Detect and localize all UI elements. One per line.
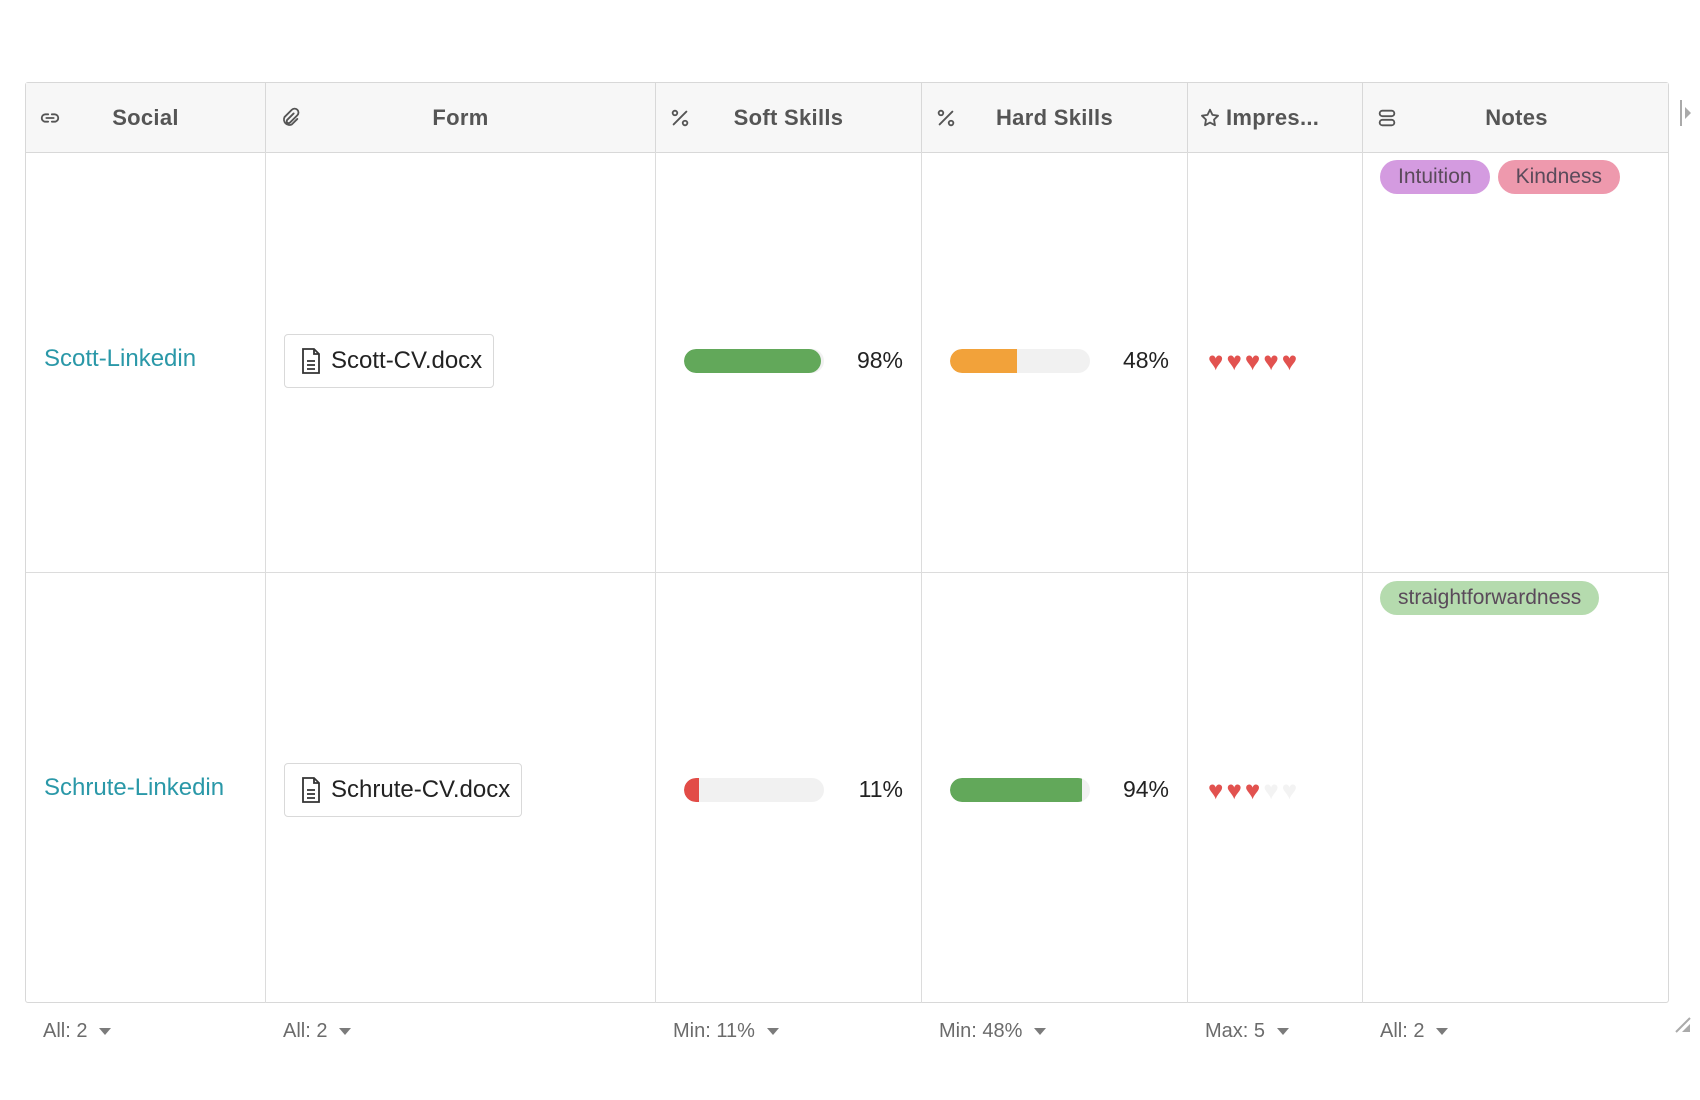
column-title: Soft Skills — [733, 104, 844, 130]
hard-skills-value: 48% — [1122, 347, 1169, 373]
file-attachment[interactable]: Scott-CV.docx — [284, 334, 495, 388]
aggregate-label: All: 2 — [1380, 1020, 1425, 1042]
social-cell[interactable]: Scott-Linkedin — [26, 152, 266, 572]
social-link[interactable]: Schrute-Linkedin — [44, 774, 225, 801]
soft-skills-value: 98% — [856, 347, 903, 373]
social-cell[interactable]: Schrute-Linkedin — [26, 573, 266, 1003]
footer-aggregate-soft-skills[interactable]: Min: 11% — [673, 1020, 779, 1043]
heart-icon[interactable]: ♥ — [1226, 775, 1242, 805]
aggregate-label: All: 2 — [43, 1020, 88, 1042]
column-header-notes[interactable]: Notes — [1363, 83, 1670, 152]
notes-cell[interactable]: straightforwardness — [1363, 573, 1670, 1003]
heart-icon[interactable]: ♥ — [1226, 346, 1242, 376]
soft-skills-progress-bar — [684, 349, 824, 373]
tags-icon — [1375, 106, 1399, 130]
column-title: Hard Skills — [995, 104, 1114, 130]
notes-cell[interactable]: Intuition Kindness — [1363, 152, 1670, 572]
aggregate-label: Min: 11% — [673, 1020, 755, 1042]
notes-tags: straightforwardness — [1380, 581, 1600, 615]
note-tag[interactable]: Intuition — [1380, 160, 1490, 194]
document-icon — [302, 777, 320, 803]
column-title: Impres... — [1226, 104, 1320, 130]
table-header: Social Form Soft Skills — [26, 83, 1668, 153]
soft-skills-value: 11% — [858, 776, 903, 802]
heart-icon[interactable]: ♥ — [1281, 775, 1298, 805]
chevron-down-icon — [99, 1028, 112, 1035]
column-title: Notes — [1485, 104, 1548, 130]
column-header-social[interactable]: Social — [26, 83, 266, 152]
heart-icon[interactable]: ♥ — [1244, 775, 1261, 805]
star-icon — [1198, 106, 1222, 130]
aggregate-label: Max: 5 — [1205, 1020, 1266, 1042]
percent-icon — [668, 106, 692, 130]
impression-rating[interactable]: ♥ ♥ ♥ ♥ ♥ — [1208, 348, 1297, 374]
notes-tags: Intuition Kindness — [1380, 160, 1620, 194]
impression-rating[interactable]: ♥ ♥ ♥ ♥ ♥ — [1208, 777, 1297, 803]
soft-skills-cell[interactable]: 11% — [656, 573, 922, 1003]
progress-fill — [950, 349, 1018, 373]
aggregate-label: Min: 48% — [939, 1020, 1023, 1042]
chevron-down-icon — [1436, 1028, 1449, 1035]
progress-fill — [684, 349, 822, 373]
link-icon — [38, 106, 62, 130]
file-name: Schrute-CV.docx — [331, 776, 511, 803]
footer-aggregate-hard-skills[interactable]: Min: 48% — [939, 1020, 1047, 1043]
expand-panel-icon[interactable] — [1679, 98, 1693, 128]
column-header-impression[interactable]: Impres... — [1188, 83, 1363, 152]
footer-aggregate-impression[interactable]: Max: 5 — [1205, 1020, 1290, 1043]
percent-icon — [934, 106, 958, 130]
column-title: Social — [112, 104, 179, 130]
hard-skills-progress-bar — [950, 778, 1090, 802]
hard-skills-progress-bar — [950, 349, 1090, 373]
footer-aggregate-form[interactable]: All: 2 — [283, 1020, 352, 1043]
chevron-down-icon — [766, 1028, 779, 1035]
table-row: Schrute-Linkedin Schrute-CV.docx 11% 94%… — [26, 573, 1668, 1003]
social-link[interactable]: Scott-Linkedin — [44, 345, 197, 372]
note-tag[interactable]: straightforwardness — [1380, 581, 1600, 615]
document-icon — [302, 348, 320, 374]
file-attachment[interactable]: Schrute-CV.docx — [284, 763, 523, 817]
heart-icon[interactable]: ♥ — [1244, 346, 1261, 376]
soft-skills-cell[interactable]: 98% — [656, 152, 922, 572]
chevron-down-icon — [1034, 1028, 1047, 1035]
form-cell[interactable]: Scott-CV.docx — [266, 152, 656, 572]
progress-fill — [950, 778, 1082, 802]
column-title: Form — [432, 104, 489, 130]
form-cell[interactable]: Schrute-CV.docx — [266, 573, 656, 1003]
footer-aggregate-social[interactable]: All: 2 — [43, 1020, 112, 1043]
chevron-down-icon — [339, 1028, 352, 1035]
heart-icon[interactable]: ♥ — [1263, 346, 1279, 376]
aggregate-label: All: 2 — [283, 1020, 328, 1042]
file-name: Scott-CV.docx — [331, 347, 483, 374]
data-table: Social Form Soft Skills — [25, 82, 1669, 1003]
impression-cell[interactable]: ♥ ♥ ♥ ♥ ♥ — [1188, 573, 1363, 1003]
column-header-hard-skills[interactable]: Hard Skills — [922, 83, 1188, 152]
impression-cell[interactable]: ♥ ♥ ♥ ♥ ♥ — [1188, 152, 1363, 572]
heart-icon[interactable]: ♥ — [1263, 775, 1279, 805]
column-header-form[interactable]: Form — [266, 83, 656, 152]
footer-aggregate-notes[interactable]: All: 2 — [1380, 1020, 1449, 1043]
table-footer: All: 2 All: 2 Min: 11% Min: 48% Max: 5 A… — [25, 1020, 1669, 1056]
resize-handle-icon[interactable] — [1672, 1014, 1692, 1034]
heart-icon[interactable]: ♥ — [1208, 346, 1224, 376]
hard-skills-value: 94% — [1122, 776, 1169, 802]
table-row: Scott-Linkedin Scott-CV.docx 98% 48% ♥ ♥ ♥… — [26, 152, 1668, 573]
heart-icon[interactable]: ♥ — [1208, 775, 1224, 805]
column-header-soft-skills[interactable]: Soft Skills — [656, 83, 922, 152]
note-tag[interactable]: Kindness — [1497, 160, 1620, 194]
chevron-down-icon — [1277, 1028, 1290, 1035]
paperclip-icon — [278, 106, 302, 130]
hard-skills-cell[interactable]: 48% — [922, 152, 1188, 572]
progress-fill — [684, 778, 700, 802]
hard-skills-cell[interactable]: 94% — [922, 573, 1188, 1003]
soft-skills-progress-bar — [684, 778, 824, 802]
heart-icon[interactable]: ♥ — [1281, 346, 1298, 376]
